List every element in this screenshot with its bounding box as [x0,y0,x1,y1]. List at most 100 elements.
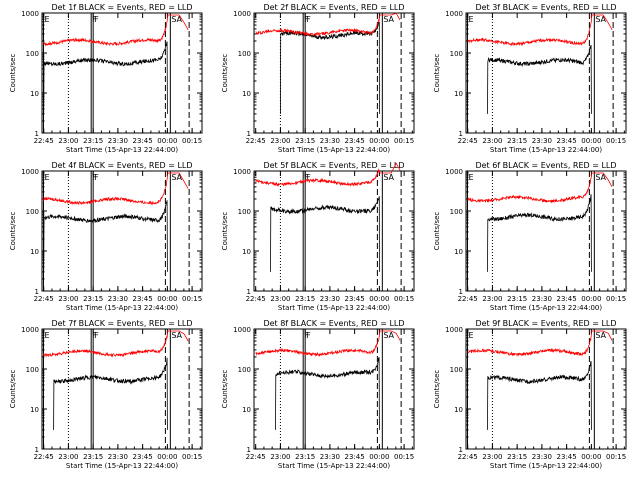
chart-title: Det 7f BLACK = Events, RED = LLD [51,319,192,328]
y-tick-label: 100 [26,366,39,374]
x-tick-label: 00:15 [394,453,414,461]
series-line-lld [255,330,401,357]
chart-title: Det 8f BLACK = Events, RED = LLD [263,319,404,328]
y-tick-label: 100 [238,208,251,216]
plot-frame [253,170,415,292]
x-tick-label: 00:00 [581,295,601,303]
y-axis-label: Counts/sec [221,54,229,93]
series-line-lld [43,172,189,206]
y-tick-label: 1000 [21,326,39,334]
y-tick-label: 10 [30,406,39,414]
x-tick-label: 23:00 [270,295,290,303]
event-marker-label: F [306,15,311,24]
x-tick-label: 23:45 [345,295,365,303]
event-marker-label: E [44,15,49,24]
x-tick-label: 22:45 [458,453,478,461]
y-tick-label: 1 [459,130,463,138]
x-axis-label: Start Time (15-Apr-13 22:44:00) [66,304,178,312]
x-tick-label: 00:15 [606,453,626,461]
x-tick-label: 00:15 [182,295,202,303]
x-axis-label: Start Time (15-Apr-13 22:44:00) [278,146,390,154]
x-tick-label: 23:15 [507,137,527,145]
x-tick-label: 00:15 [606,295,626,303]
event-marker-label: SA [595,173,606,182]
event-marker-label: E [468,331,473,340]
event-marker-label: F [304,331,309,340]
y-tick-label: 1 [35,288,39,296]
x-tick-label: 23:30 [532,137,552,145]
y-axis-label: Counts/sec [9,54,17,93]
x-tick-label: 00:15 [606,137,626,145]
plot-frame [253,12,415,134]
y-tick-label: 100 [450,50,463,58]
x-tick-label: 23:45 [557,453,577,461]
event-marker-label: F [304,173,309,182]
x-tick-label: 00:00 [369,453,389,461]
chart-title: Det 5f BLACK = Events, RED = LLD [263,161,404,170]
x-tick-label: 23:00 [58,453,78,461]
y-axis-label: Counts/sec [9,370,17,409]
y-tick-label: 1 [247,130,251,138]
event-marker-label: F [92,15,97,24]
chart-title: Det 4f BLACK = Events, RED = LLD [51,161,192,170]
chart-title: Det 3f BLACK = Events, RED = LLD [475,3,616,12]
series-line-events [487,360,592,430]
x-tick-label: 00:00 [369,295,389,303]
y-tick-label: 1 [247,446,251,454]
series-line-lld [467,330,613,357]
event-marker-label: SA [383,331,394,340]
y-axis-label: Counts/sec [433,212,441,251]
series-line-lld [467,172,613,204]
chart-title: Det 2f BLACK = Events, RED = LLD [263,3,404,12]
event-marker-label: SA [383,15,394,24]
x-tick-label: 23:30 [532,453,552,461]
x-tick-label: 23:15 [295,137,315,145]
event-marker-label: F [92,173,97,182]
x-tick-label: 23:45 [345,453,365,461]
x-tick-label: 23:15 [83,137,103,145]
x-tick-label: 22:45 [34,137,54,145]
series-line-events [280,21,380,114]
plot-frame [253,328,415,450]
y-axis-label: Counts/sec [221,212,229,251]
x-tick-label: 00:15 [394,137,414,145]
x-tick-label: 23:45 [133,453,153,461]
x-tick-label: 00:00 [157,295,177,303]
y-tick-label: 100 [26,50,39,58]
y-tick-label: 10 [454,406,463,414]
x-axis-label: Start Time (15-Apr-13 22:44:00) [490,146,602,154]
event-marker-label: SA [383,173,394,182]
x-tick-label: 23:15 [295,453,315,461]
plot-frame [465,170,627,292]
x-tick-label: 23:00 [58,137,78,145]
x-tick-label: 23:30 [108,453,128,461]
y-tick-label: 10 [242,406,251,414]
x-tick-label: 23:00 [482,453,502,461]
x-tick-label: 23:30 [320,295,340,303]
y-tick-label: 100 [450,366,463,374]
y-tick-label: 10 [30,90,39,98]
event-marker-label: E [468,15,473,24]
x-tick-label: 23:15 [507,295,527,303]
event-marker-label: F [306,173,311,182]
event-marker-label: F [94,331,99,340]
series-line-lld [43,330,189,358]
x-tick-label: 23:30 [108,295,128,303]
y-axis-label: Counts/sec [221,370,229,409]
series-line-lld [255,162,401,187]
x-tick-label: 23:45 [133,137,153,145]
x-axis-label: Start Time (15-Apr-13 22:44:00) [278,462,390,470]
y-tick-label: 1000 [445,168,463,176]
y-tick-label: 1000 [233,326,251,334]
event-marker-label: F [94,173,99,182]
chart-title: Det 9f BLACK = Events, RED = LLD [475,319,616,328]
x-tick-label: 23:30 [320,137,340,145]
plot-frame [41,170,203,292]
y-tick-label: 100 [450,208,463,216]
x-tick-label: 00:00 [157,137,177,145]
y-tick-label: 10 [30,248,39,256]
x-tick-label: 23:30 [532,295,552,303]
y-tick-label: 10 [242,248,251,256]
event-marker-label: F [304,15,309,24]
